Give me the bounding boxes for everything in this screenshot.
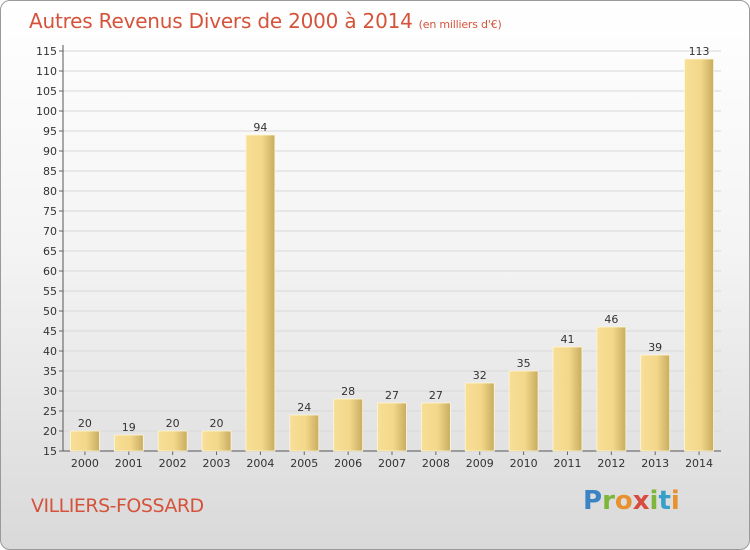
bar	[684, 58, 714, 452]
y-tick-label: 80	[43, 185, 57, 198]
bar	[420, 402, 451, 452]
bar-value-label: 113	[689, 45, 710, 58]
y-tick-label: 75	[43, 205, 57, 218]
logo-letter: i	[670, 486, 680, 516]
y-tick-label: 35	[43, 365, 57, 378]
logo-letter: o	[614, 486, 633, 516]
labels: 15 20 25 30 35 40 45 50 55 60 65 70 75 80 85 90 95 100 105…	[36, 45, 713, 470]
x-tick-label: 2002	[159, 457, 187, 470]
bar-value-label: 35	[517, 357, 531, 370]
y-tick-label: 65	[43, 245, 57, 258]
y-tick-label: 15	[43, 445, 57, 458]
bars	[70, 58, 714, 452]
bar-value-label: 28	[341, 385, 355, 398]
bar-value-label: 27	[429, 389, 443, 402]
y-tick-label: 25	[43, 405, 57, 418]
bar-value-label: 19	[122, 421, 136, 434]
x-tick-label: 2003	[203, 457, 231, 470]
y-tick-label: 30	[43, 385, 57, 398]
bar-value-label: 32	[473, 369, 487, 382]
bar-value-label: 46	[604, 313, 618, 326]
y-tick-label: 60	[43, 265, 57, 278]
y-tick-label: 100	[36, 105, 57, 118]
logo-letter: i	[649, 486, 659, 516]
y-tick-label: 105	[36, 85, 57, 98]
bar	[333, 398, 364, 452]
bar-value-label: 24	[297, 401, 311, 414]
bar	[596, 326, 627, 452]
bar	[289, 414, 320, 452]
bar-value-label: 27	[385, 389, 399, 402]
bar	[508, 370, 539, 452]
y-tick-label: 95	[43, 125, 57, 138]
location-name: VILLIERS-FOSSARD	[31, 495, 204, 517]
y-tick-label: 40	[43, 345, 57, 358]
chart-title: Autres Revenus Divers de 2000 à 2014 (en …	[29, 9, 502, 33]
bar-value-label: 41	[560, 333, 574, 346]
x-tick-label: 2011	[553, 457, 581, 470]
bar-value-label: 20	[166, 417, 180, 430]
logo-letter: t	[658, 486, 671, 516]
bar	[201, 430, 232, 452]
bar	[640, 354, 671, 452]
x-tick-label: 2012	[597, 457, 625, 470]
y-tick-label: 70	[43, 225, 57, 238]
x-tick-label: 2010	[510, 457, 538, 470]
x-tick-label: 2000	[71, 457, 99, 470]
bar	[245, 134, 276, 452]
logo-letter: r	[602, 486, 615, 516]
bar-value-label: 39	[648, 341, 662, 354]
x-tick-label: 2008	[422, 457, 450, 470]
y-tick-label: 90	[43, 145, 57, 158]
x-tick-label: 2005	[290, 457, 318, 470]
proxiti-logo: Proxiti	[583, 486, 680, 516]
x-tick-label: 2004	[246, 457, 274, 470]
bar	[464, 382, 495, 452]
logo-letter: x	[632, 486, 650, 516]
y-tick-label: 20	[43, 425, 57, 438]
x-tick-label: 2007	[378, 457, 406, 470]
bar	[157, 430, 188, 452]
bar	[113, 434, 144, 452]
x-tick-label: 2013	[641, 457, 669, 470]
logo-letter: P	[583, 486, 603, 516]
x-tick-label: 2009	[466, 457, 494, 470]
y-tick-label: 50	[43, 305, 57, 318]
chart-title-main: Autres Revenus Divers de 2000 à 2014	[29, 9, 413, 33]
bar-value-label: 20	[210, 417, 224, 430]
y-tick-label: 55	[43, 285, 57, 298]
x-tick-label: 2001	[115, 457, 143, 470]
y-tick-label: 115	[36, 45, 57, 58]
bar	[377, 402, 407, 452]
y-tick-label: 110	[36, 65, 57, 78]
x-tick-label: 2006	[334, 457, 362, 470]
chart-title-subtitle: (en milliers d'€)	[418, 18, 502, 31]
y-tick-label: 85	[43, 165, 57, 178]
y-tick-label: 45	[43, 325, 57, 338]
bar-value-label: 20	[78, 417, 92, 430]
bar-value-label: 94	[253, 121, 267, 134]
bar	[552, 346, 583, 452]
bar	[70, 430, 100, 452]
x-tick-label: 2014	[685, 457, 713, 470]
